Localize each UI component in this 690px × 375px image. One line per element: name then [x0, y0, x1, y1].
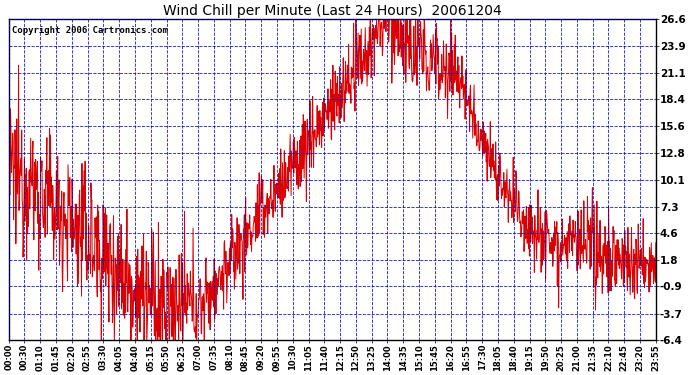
Title: Wind Chill per Minute (Last 24 Hours)  20061204: Wind Chill per Minute (Last 24 Hours) 20… — [163, 4, 502, 18]
Text: Copyright 2006 Cartronics.com: Copyright 2006 Cartronics.com — [12, 26, 168, 35]
